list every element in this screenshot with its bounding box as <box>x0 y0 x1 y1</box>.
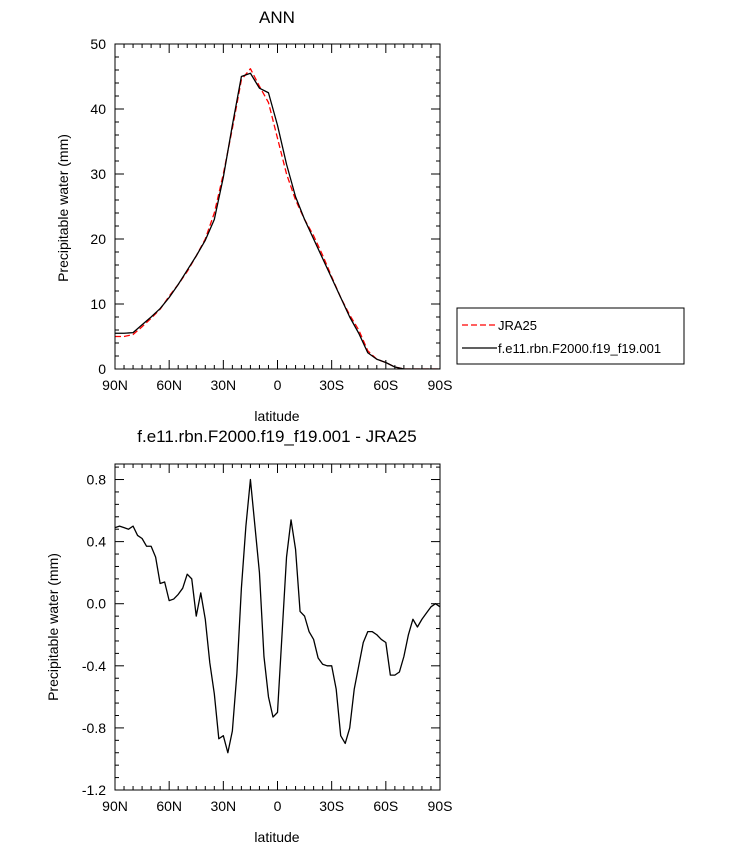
series-group <box>115 478 440 754</box>
x-tick-label: 60N <box>156 377 182 393</box>
x-tick-label: 90S <box>428 798 453 814</box>
x-tick-label: 90N <box>102 798 128 814</box>
x-tick-label: 30N <box>210 798 236 814</box>
legend-label-0: JRA25 <box>498 318 537 333</box>
x-tick-label: 60S <box>373 377 398 393</box>
y-tick-label: 40 <box>90 101 106 117</box>
y-tick-label: 0.8 <box>87 472 107 488</box>
x-tick-label: 30N <box>210 377 236 393</box>
chart-title-ann: ANN <box>259 8 295 27</box>
series-line-f-e11-rbn-f2000-f19-f19-001 <box>115 72 440 369</box>
legend-box <box>456 307 685 365</box>
x-tick-label: 30S <box>319 798 344 814</box>
plot-area-ann: 90N 60N 30N 0 30S 60S 90S 0 10 20 30 40 50 <box>90 36 452 393</box>
x-axis-label-diff: latitude <box>254 829 299 845</box>
x-axis-label-ann: latitude <box>254 408 299 424</box>
x-tick-label: 60S <box>373 798 398 814</box>
y-axis-label-diff: Precipitable water (mm) <box>45 553 61 701</box>
y-axis-label-ann: Precipitable water (mm) <box>55 134 71 282</box>
series-line-jra25 <box>115 68 440 369</box>
y-tick-label: -0.4 <box>82 658 106 674</box>
y-tick-label: -1.2 <box>82 782 106 798</box>
y-tick-label: 20 <box>90 231 106 247</box>
chart-ann: ANN 90N 60N 30N 0 30S 60S 90S 0 10 20 30 40 50 latit… <box>55 8 685 424</box>
plot-frame <box>114 43 441 370</box>
x-tick-label: 0 <box>274 377 282 393</box>
x-tick-label: 90N <box>102 377 128 393</box>
y-tick-label: 0.0 <box>87 596 107 612</box>
legend: JRA25 f.e11.rbn.F2000.f19_f19.001 <box>456 307 685 365</box>
y-tick-label: 30 <box>90 166 106 182</box>
series-group <box>115 68 440 369</box>
chart-title-diff: f.e11.rbn.F2000.f19_f19.001 - JRA25 <box>137 427 416 446</box>
plot-frame <box>114 463 441 791</box>
x-tick-label: 30S <box>319 377 344 393</box>
y-tick-label: 0.4 <box>87 534 107 550</box>
x-tick-label: 60N <box>156 798 182 814</box>
series-line-diff-0 <box>115 478 440 754</box>
y-tick-label: 10 <box>90 296 106 312</box>
x-tick-label: 90S <box>428 377 453 393</box>
y-tick-label: 0 <box>98 361 106 377</box>
y-tick-label: -0.8 <box>82 720 106 736</box>
chart-diff: f.e11.rbn.F2000.f19_f19.001 - JRA25 90N 6… <box>45 427 452 845</box>
legend-label-1: f.e11.rbn.F2000.f19_f19.001 <box>498 341 661 356</box>
plot-area-diff: 90N 60N 30N 0 30S 60S 90S 0.8 0.4 0.0 -0.4 -0.8 -1.2 <box>82 463 453 814</box>
y-tick-label: 50 <box>90 36 106 52</box>
x-tick-label: 0 <box>274 798 282 814</box>
